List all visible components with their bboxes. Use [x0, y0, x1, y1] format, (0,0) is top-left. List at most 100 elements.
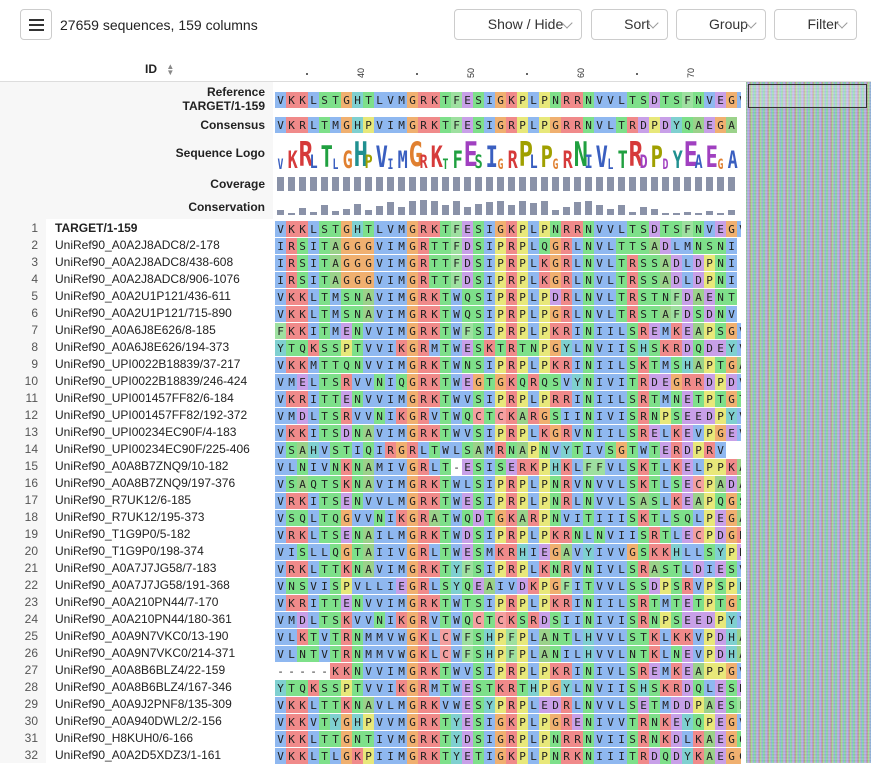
residue-cell: P: [704, 663, 715, 679]
residue-cell: P: [715, 408, 726, 424]
residue-cell: S: [473, 663, 484, 679]
sequence-id[interactable]: UniRef90_A0A2J8ADC8/438-608: [55, 255, 234, 269]
sequence-id[interactable]: UniRef90_UPI001457FF82/192-372: [55, 408, 248, 422]
conservation-bar: [343, 209, 350, 215]
residue-cell: I: [385, 544, 396, 560]
sequence-id[interactable]: UniRef90_A0A8B7ZNQ9/197-376: [55, 476, 236, 490]
sequence-id[interactable]: UniRef90_A0A940DWL2/2-156: [55, 714, 222, 728]
residue-cell: V: [693, 646, 704, 662]
residue-cell: C: [693, 476, 704, 492]
coverage-bar: [640, 177, 647, 191]
sequence-id[interactable]: UniRef90_A0A210PN44/7-170: [55, 595, 219, 609]
conservation-bar: [453, 201, 460, 215]
sequence-id[interactable]: UniRef90_R7UK12/195-373: [55, 510, 205, 524]
residue-cell: R: [418, 731, 429, 747]
sequence-id[interactable]: UniRef90_A0A8B6BLZ4/22-159: [55, 663, 226, 677]
sequence-id[interactable]: UniRef90_A0A9J2PNF8/135-309: [55, 697, 232, 711]
sequence-id[interactable]: UniRef90_A0A2U1P121/715-890: [55, 306, 232, 320]
residue-cell: I: [572, 578, 583, 594]
sequence-id[interactable]: UniRef90_A0A6J8E626/8-185: [55, 323, 216, 337]
residue-cell: E: [715, 92, 726, 108]
residue-cell: V: [275, 425, 286, 441]
residue-cell: M: [330, 117, 341, 133]
residue-cell: H: [583, 646, 594, 662]
sequence-id[interactable]: UniRef90_A0A2J8ADC8/906-1076: [55, 272, 240, 286]
sequence-id[interactable]: UniRef90_T1G9P0/198-374: [55, 544, 204, 558]
sequence-id[interactable]: UniRef90_A0A8B6BLZ4/167-346: [55, 680, 232, 694]
conservation-track: [275, 198, 741, 216]
sequence-id[interactable]: UniRef90_T1G9P0/5-182: [55, 527, 191, 541]
residue-cell: P: [495, 425, 506, 441]
residue-cell: R: [561, 306, 572, 322]
group-button[interactable]: Group: [676, 9, 766, 40]
sequence-id[interactable]: UniRef90_A0A2U1P121/436-611: [55, 289, 231, 303]
sequence-id[interactable]: UniRef90_UPI0022B18839/37-217: [55, 357, 241, 371]
sort-button[interactable]: Sort: [591, 9, 668, 40]
residue-cell: N: [583, 255, 594, 271]
residue-cell: P: [539, 323, 550, 339]
conservation-bar: [629, 212, 636, 215]
residue-cell: R: [561, 272, 572, 288]
residue-cell: G: [726, 714, 737, 730]
residue-cell: K: [352, 748, 363, 764]
residue-cell: F: [583, 459, 594, 475]
residue-cell: Q: [330, 510, 341, 526]
sequence-id[interactable]: UniRef90_A0A9N7VKC0/214-371: [55, 646, 236, 660]
residue-cell: D: [517, 578, 528, 594]
sequence-id[interactable]: UniRef90_A0A2J8ADC8/2-178: [55, 238, 220, 252]
residue-cell: L: [286, 646, 297, 662]
sequence-id[interactable]: UniRef90_UPI00234EC90F/225-406: [55, 442, 250, 456]
residue-cell: T: [319, 425, 330, 441]
filter-button[interactable]: Filter: [774, 9, 857, 40]
sequence-id[interactable]: UniRef90_UPI001457FF82/6-184: [55, 391, 234, 405]
menu-icon[interactable]: [20, 9, 52, 40]
residue-cell: T: [319, 117, 330, 133]
sequence-id[interactable]: UniRef90_A0A8B7ZNQ9/10-182: [55, 459, 229, 473]
logo-letter: V: [277, 157, 284, 172]
sequence-id[interactable]: TARGET/1-159: [55, 221, 138, 235]
sequence-id[interactable]: UniRef90_UPI00234EC90F/4-183: [55, 425, 237, 439]
sort-icon[interactable]: ▲ ▼: [166, 61, 175, 77]
overview-viewport-box[interactable]: [748, 84, 867, 108]
residue-cell: K: [286, 289, 297, 305]
residue-cell: E: [682, 408, 693, 424]
id-column-header[interactable]: ID ▲ ▼: [145, 61, 175, 77]
alignment-overview-minimap[interactable]: [746, 82, 871, 763]
residue-cell: V: [693, 578, 704, 594]
residue-cell: H: [726, 629, 737, 645]
residue-cell: E: [572, 714, 583, 730]
residue-cell: K: [429, 391, 440, 407]
residue-cell: S: [473, 680, 484, 696]
residue-cell: K: [429, 527, 440, 543]
sequence-id[interactable]: UniRef90_A0A210PN44/180-361: [55, 612, 232, 626]
residue-cell: I: [484, 527, 495, 543]
residue-cell: M: [484, 544, 495, 560]
residue-cell: E: [341, 391, 352, 407]
residue-cell: L: [374, 221, 385, 237]
sequence-id[interactable]: UniRef90_A0A6J8E626/194-373: [55, 340, 230, 354]
residue-cell: L: [451, 442, 462, 458]
sequence-id[interactable]: UniRef90_A0A2D5XDZ3/1-161: [55, 748, 222, 762]
show-hide-button[interactable]: Show / Hide: [454, 9, 582, 40]
sequence-id[interactable]: UniRef90_A0A7J7JG58/7-183: [55, 561, 217, 575]
residue-cell: N: [352, 595, 363, 611]
residue-cell: H: [352, 117, 363, 133]
residue-cell: D: [682, 680, 693, 696]
residue-cell: N: [352, 289, 363, 305]
residue-cell: R: [649, 527, 660, 543]
residue-cell: E: [682, 476, 693, 492]
sequence-id[interactable]: UniRef90_H8KUH0/6-166: [55, 731, 194, 745]
sequence-id[interactable]: UniRef90_A0A9N7VKC0/13-190: [55, 629, 229, 643]
residue-cell: N: [583, 357, 594, 373]
residue-cell: K: [286, 714, 297, 730]
residue-cell: S: [473, 476, 484, 492]
residue-cell: V: [605, 408, 616, 424]
sequence-id[interactable]: UniRef90_UPI0022B18839/246-424: [55, 374, 248, 388]
residue-cell: R: [638, 731, 649, 747]
sequence-id[interactable]: UniRef90_R7UK12/6-185: [55, 493, 192, 507]
residue-cell: H: [682, 357, 693, 373]
residue-cell: G: [407, 221, 418, 237]
conservation-bar: [387, 202, 394, 215]
sequence-id[interactable]: UniRef90_A0A7J7JG58/191-368: [55, 578, 230, 592]
